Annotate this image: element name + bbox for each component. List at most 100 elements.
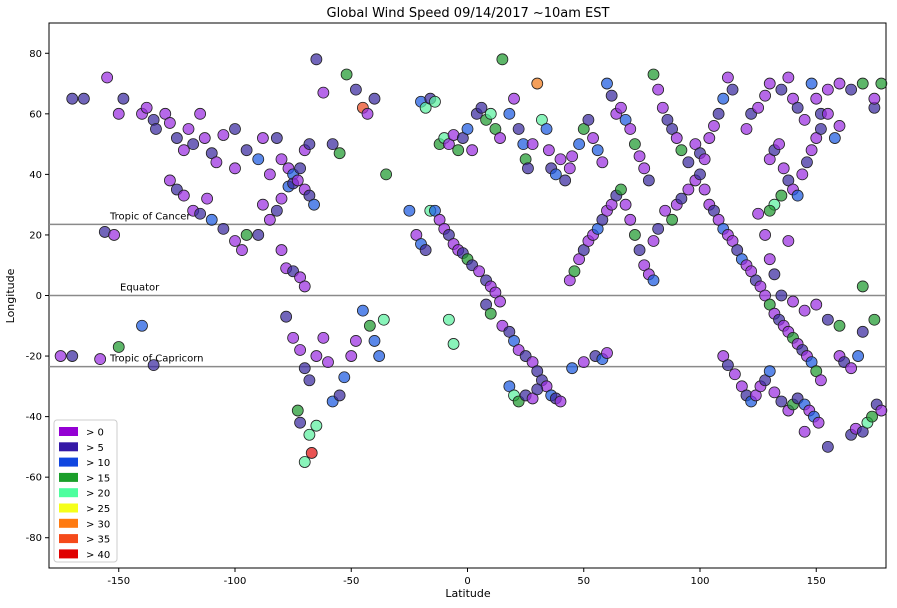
- data-point: [512, 123, 525, 135]
- data-point: [101, 71, 114, 84]
- data-point: [601, 347, 613, 359]
- data-point: [210, 156, 223, 169]
- data-point: [54, 350, 67, 362]
- data-point: [322, 356, 334, 369]
- y-tick-label: -40: [26, 412, 42, 423]
- data-point: [763, 365, 776, 378]
- data-point: [703, 132, 716, 144]
- data-point: [349, 335, 362, 347]
- data-point: [182, 123, 195, 135]
- data-point: [229, 123, 241, 135]
- data-point: [194, 207, 207, 220]
- chart-title: Global Wind Speed 09/14/2017 ~10am EST: [327, 6, 610, 21]
- data-point: [217, 129, 230, 141]
- data-point: [294, 344, 307, 356]
- legend-label: > 25: [86, 504, 110, 515]
- data-point: [763, 204, 776, 217]
- data-point: [333, 147, 346, 160]
- data-point: [752, 101, 765, 114]
- data-point: [633, 150, 646, 163]
- data-point: [531, 383, 544, 396]
- data-point: [752, 207, 765, 220]
- data-point: [815, 123, 827, 135]
- data-point: [652, 222, 665, 235]
- data-point: [821, 440, 834, 453]
- data-point: [782, 71, 795, 84]
- data-point: [740, 123, 753, 135]
- data-point: [280, 310, 293, 323]
- data-point: [559, 174, 572, 187]
- data-point: [177, 144, 190, 157]
- data-point: [821, 313, 834, 326]
- data-point: [317, 86, 330, 99]
- data-point: [198, 132, 211, 144]
- data-point: [368, 335, 381, 347]
- legend-label: > 30: [86, 519, 110, 530]
- data-point: [815, 374, 827, 387]
- data-point: [666, 213, 678, 226]
- data-point: [659, 204, 672, 217]
- data-point: [698, 153, 711, 166]
- data-point: [303, 138, 316, 151]
- data-point: [656, 101, 669, 114]
- data-point: [150, 123, 162, 135]
- data-point: [759, 229, 771, 241]
- data-point: [291, 174, 304, 187]
- data-point: [340, 68, 353, 81]
- reference-line-label: Equator: [120, 283, 160, 294]
- data-point: [540, 123, 553, 135]
- y-tick-label: 0: [36, 291, 42, 302]
- data-point: [763, 253, 776, 266]
- data-point: [526, 138, 539, 151]
- data-point: [494, 132, 506, 144]
- data-point: [263, 168, 276, 181]
- legend-label: > 5: [86, 443, 104, 454]
- data-point: [361, 107, 374, 120]
- data-point: [475, 101, 488, 114]
- data-point: [205, 213, 218, 226]
- data-point: [615, 101, 627, 114]
- data-point: [722, 71, 734, 84]
- data-point: [833, 319, 846, 332]
- data-point: [287, 331, 300, 344]
- data-point: [828, 132, 841, 144]
- data-point: [466, 144, 479, 157]
- data-point: [461, 123, 474, 135]
- data-point: [875, 77, 888, 90]
- data-point: [633, 244, 646, 256]
- data-point: [868, 313, 881, 326]
- data-point: [773, 138, 785, 151]
- data-point: [447, 338, 460, 350]
- data-point: [805, 77, 818, 90]
- legend-swatch: [59, 549, 78, 559]
- x-tick-label: 50: [577, 576, 590, 587]
- data-point: [494, 295, 506, 308]
- y-tick-label: -60: [26, 473, 42, 484]
- data-point: [94, 353, 107, 365]
- data-point: [326, 138, 339, 151]
- data-point: [566, 150, 579, 163]
- y-tick-label: 20: [29, 230, 42, 241]
- data-point: [496, 53, 509, 66]
- data-point: [508, 92, 520, 105]
- reference-line-label: Tropic of Cancer: [109, 211, 191, 222]
- data-point: [112, 341, 125, 353]
- data-point: [777, 162, 790, 175]
- data-point: [726, 83, 739, 96]
- data-point: [554, 153, 567, 166]
- data-point: [240, 144, 253, 157]
- data-point: [275, 192, 288, 205]
- data-point: [821, 107, 834, 120]
- y-axis-label: Longitude: [4, 268, 17, 323]
- x-tick-label: 150: [807, 576, 826, 587]
- legend-label: > 35: [86, 535, 110, 546]
- data-point: [708, 120, 720, 132]
- x-axis-ticks: -150 -100 -50 0 50 100 150: [107, 568, 826, 587]
- data-point: [642, 174, 655, 187]
- data-point: [117, 92, 130, 105]
- data-point: [798, 113, 811, 126]
- data-point: [377, 313, 390, 326]
- data-points: [54, 53, 888, 468]
- data-point: [573, 138, 585, 151]
